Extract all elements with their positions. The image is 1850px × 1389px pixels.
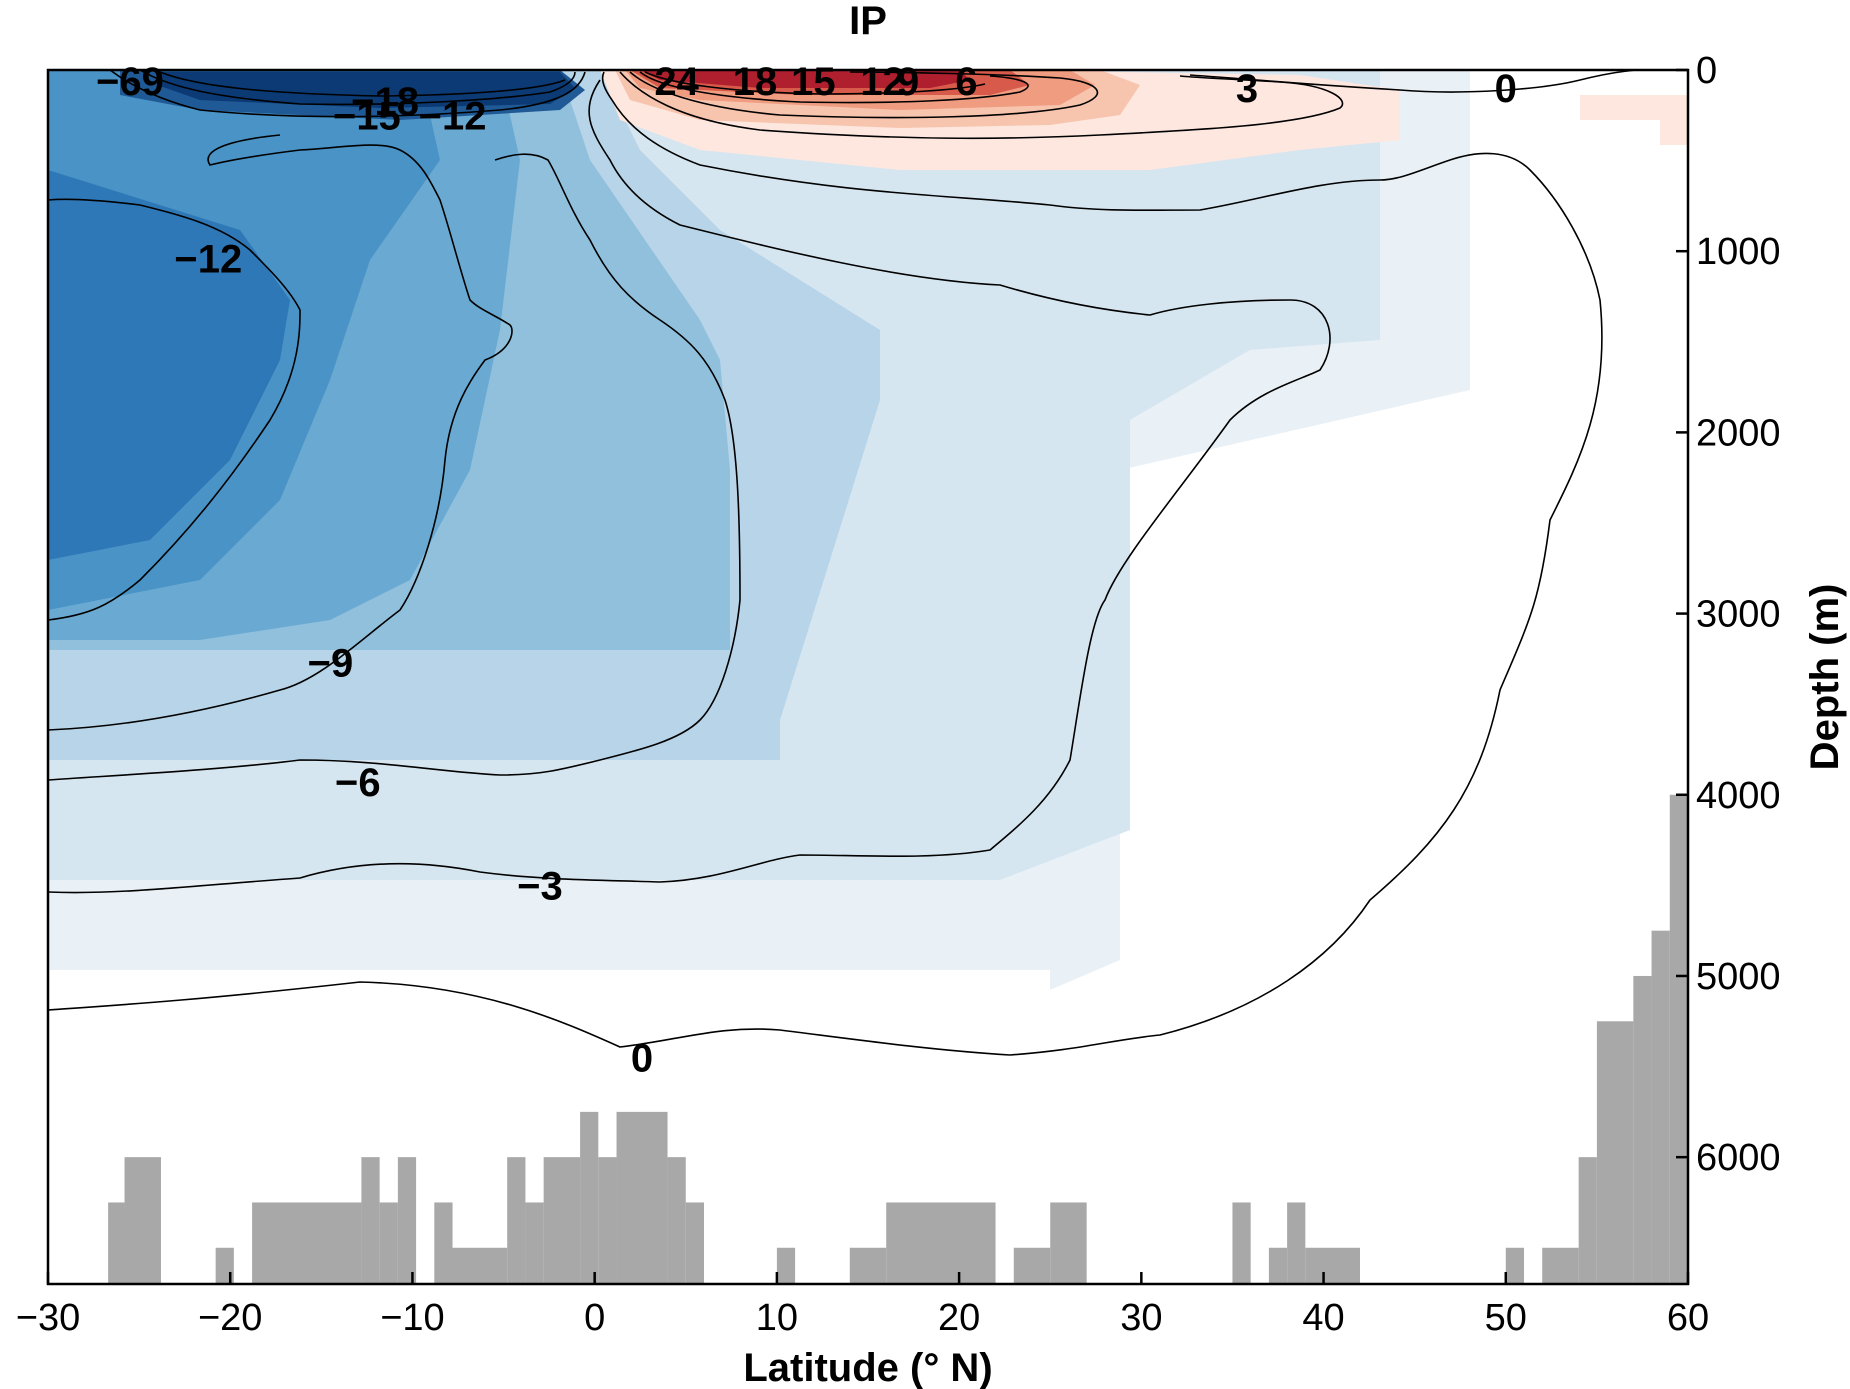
x-axis: −30 −20 −10 0 10 20 30 40 50 60 (16, 1272, 1709, 1339)
bathymetry-bar (1050, 1202, 1087, 1284)
bathymetry-bar (1268, 1247, 1288, 1284)
band-pos-1b (1580, 95, 1688, 145)
contour-label-layer: −69 −18−15 −12 −12 −9 −6 −3 0 24 18 15 129 6 3 0 (96, 60, 1517, 1081)
bathymetry-bar (1305, 1247, 1360, 1284)
y-tick-label: 0 (1696, 50, 1717, 92)
contour-neg3 (48, 79, 1331, 894)
contour-label: 15 (791, 60, 836, 104)
x-tick-label: 20 (938, 1297, 980, 1339)
contour-neg6 (48, 153, 741, 781)
contour-label: 12 (860, 60, 905, 104)
contour-neg9 (48, 134, 513, 731)
contour-lines (48, 70, 1641, 1056)
bathymetry-bar (1578, 1157, 1597, 1284)
bathymetry-bar (616, 1111, 668, 1284)
bathymetry-bar (849, 1247, 887, 1284)
bathymetry-bar (667, 1157, 686, 1284)
bathymetry-bar (252, 1202, 362, 1284)
chart-title: IP (849, 0, 887, 43)
bathymetry-bar (452, 1247, 508, 1284)
band-neg-7 (48, 170, 290, 560)
contour-label: −18 (351, 80, 419, 124)
contour-label: 18 (733, 60, 778, 104)
y-tick-label: 3000 (1696, 594, 1781, 636)
contour-label: −69 (96, 60, 164, 104)
bathymetry-bar (598, 1157, 617, 1284)
band-pos-5 (640, 70, 970, 88)
y-tick-label: 6000 (1696, 1137, 1781, 1179)
bathymetry-bar (886, 1202, 996, 1284)
bathymetry-bar (1505, 1247, 1524, 1284)
contour-neg18 (139, 70, 576, 106)
x-tick-label: 40 (1302, 1297, 1344, 1339)
contour-pos6 (629, 71, 1099, 119)
bathymetry-bar (685, 1202, 704, 1284)
contour-label: 3 (1236, 67, 1258, 111)
x-tick-label: 10 (756, 1297, 798, 1339)
y-tick-label: 2000 (1696, 412, 1781, 454)
contour-label: −12 (174, 237, 242, 281)
x-tick-label: −20 (198, 1297, 262, 1339)
y-tick-label: 5000 (1696, 956, 1781, 998)
x-tick-label: −30 (16, 1297, 80, 1339)
contour-label: −9 (308, 642, 354, 686)
bathymetry-bar (1232, 1202, 1251, 1284)
contour-pos9 (639, 71, 1029, 104)
plot-frame (46, 68, 1690, 1286)
contour-label: 6 (955, 60, 977, 104)
bathymetry-bar (525, 1202, 544, 1284)
bathymetry-bar (434, 1202, 453, 1284)
y-tick-label: 1000 (1696, 231, 1781, 273)
bathymetry-bar (1542, 1247, 1579, 1284)
bathymetry-bar (1633, 975, 1652, 1284)
contour-label: −6 (335, 761, 381, 805)
bathymetry-bar (1596, 1021, 1634, 1284)
x-tick-label: −10 (380, 1297, 444, 1339)
x-tick-label: 0 (584, 1297, 605, 1339)
bathymetry-bar (580, 1111, 599, 1284)
bathymetry-bar (124, 1157, 161, 1284)
bathymetry-bar (361, 1157, 380, 1284)
bathymetry-bar (108, 1202, 125, 1284)
contour-label: 24 (654, 60, 699, 104)
contour-label: 0 (1495, 67, 1517, 111)
bathymetry-layer (108, 794, 1688, 1284)
contour-zero (48, 71, 1603, 1056)
contour-label: 9 (897, 60, 919, 104)
contour-neg21 (159, 71, 566, 97)
bathymetry-bar (397, 1157, 417, 1284)
contour-neg15 (109, 70, 586, 118)
bathymetry-bar (1287, 1202, 1306, 1284)
bathymetry-bar (1013, 1247, 1051, 1284)
contour-label: −12 (419, 94, 487, 138)
bathymetry-bar (379, 1202, 398, 1284)
contour-label: 0 (631, 1037, 653, 1081)
contour-neg12 (48, 198, 301, 621)
x-tick-label: 30 (1120, 1297, 1162, 1339)
contour-label: −15 (333, 94, 401, 138)
y-axis-title: Depth (m) (1803, 584, 1847, 771)
bathymetry-bar (1651, 930, 1670, 1284)
contour-label: −3 (517, 864, 563, 908)
y-tick-label: 4000 (1696, 775, 1781, 817)
bathymetry-bar (776, 1247, 796, 1284)
x-axis-title: Latitude (° N) (743, 1346, 992, 1389)
bathymetry-bar (1669, 794, 1688, 1284)
band-neg-9 (160, 72, 575, 108)
contour-pos3 (619, 71, 1344, 140)
x-tick-label: 60 (1667, 1297, 1709, 1339)
y-axis: 0 1000 2000 3000 4000 5000 6000 (1676, 50, 1781, 1179)
bathymetry-bar (543, 1157, 581, 1284)
contour-pos12 (644, 71, 986, 95)
bathymetry-bar (507, 1157, 526, 1284)
x-tick-label: 50 (1485, 1297, 1527, 1339)
